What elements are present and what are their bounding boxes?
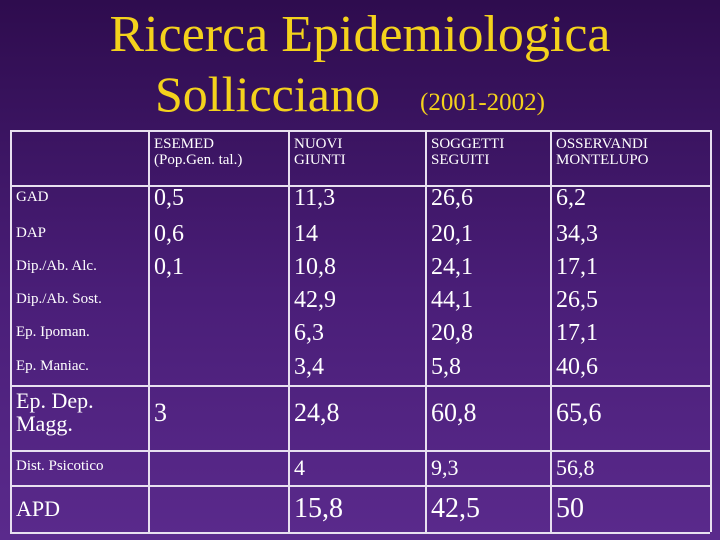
cell-value: 10,8 xyxy=(294,253,336,280)
cell-value: 40,6 xyxy=(556,353,598,380)
cell-value: 56,8 xyxy=(556,454,595,480)
cell-value: 0,6 xyxy=(154,220,184,247)
cell-value: 4 xyxy=(294,454,305,480)
cell-value: 6,2 xyxy=(556,184,586,211)
cell-value: 3,4 xyxy=(294,353,324,380)
row-label: Ep. Ipoman. xyxy=(16,324,90,340)
cell-value: 26,5 xyxy=(556,286,598,313)
col-line xyxy=(425,130,427,532)
row-label: APD xyxy=(16,495,61,521)
cell-value: 24,1 xyxy=(431,253,473,280)
row-label: Ep. Maniac. xyxy=(16,358,89,374)
cell-value: 65,6 xyxy=(556,397,602,427)
row-label: DAP xyxy=(16,225,47,241)
row-line xyxy=(10,532,710,534)
header-cell: NUOVI GIUNTI xyxy=(294,136,346,168)
cell-value: 15,8 xyxy=(294,492,343,524)
cell-value: 3 xyxy=(154,397,167,427)
cell-value: 42,9 xyxy=(294,286,336,313)
cell-value: 17,1 xyxy=(556,253,598,280)
cell-value: 44,1 xyxy=(431,286,473,313)
cell-value: 0,1 xyxy=(154,253,184,280)
subtitle: Sollicciano xyxy=(155,66,380,122)
row-line xyxy=(10,450,710,452)
cell-value: 24,8 xyxy=(294,397,340,427)
row-line xyxy=(10,130,710,132)
cell-value: 50 xyxy=(556,492,584,524)
period: (2001-2002) xyxy=(420,89,545,116)
cell-value: 42,5 xyxy=(431,492,480,524)
cell-value: 14 xyxy=(294,220,318,247)
cell-value: 5,8 xyxy=(431,353,461,380)
row-line xyxy=(10,485,710,487)
cell-value: 11,3 xyxy=(294,184,336,211)
col-line xyxy=(288,130,290,532)
cell-value: 20,1 xyxy=(431,220,473,247)
row-line xyxy=(10,385,710,387)
cell-value: 26,6 xyxy=(431,184,473,211)
cell-value: 6,3 xyxy=(294,319,324,346)
row-label: Dip./Ab. Alc. xyxy=(16,258,97,274)
row-label: Ep. Dep. Magg. xyxy=(16,388,94,437)
row-label: GAD xyxy=(16,189,49,205)
cell-value: 60,8 xyxy=(431,397,477,427)
col-line xyxy=(148,130,150,532)
col-line xyxy=(10,130,12,532)
cell-value: 17,1 xyxy=(556,319,598,346)
cell-value: 0,5 xyxy=(154,184,184,211)
row-line xyxy=(10,185,710,187)
title: Ricerca Epidemiologica xyxy=(109,6,611,63)
header-cell: ESEMED (Pop.Gen. tal.) xyxy=(154,136,243,168)
header-cell: SOGGETTI SEGUITI xyxy=(431,136,505,168)
row-label: Dip./Ab. Sost. xyxy=(16,291,102,307)
header-cell: OSSERVANDI MONTELUPO xyxy=(556,136,649,168)
col-line xyxy=(550,130,552,532)
row-label: Dist. Psicotico xyxy=(16,458,104,474)
cell-value: 9,3 xyxy=(431,454,459,480)
cell-value: 20,8 xyxy=(431,319,473,346)
col-line xyxy=(710,130,712,532)
cell-value: 34,3 xyxy=(556,220,598,247)
